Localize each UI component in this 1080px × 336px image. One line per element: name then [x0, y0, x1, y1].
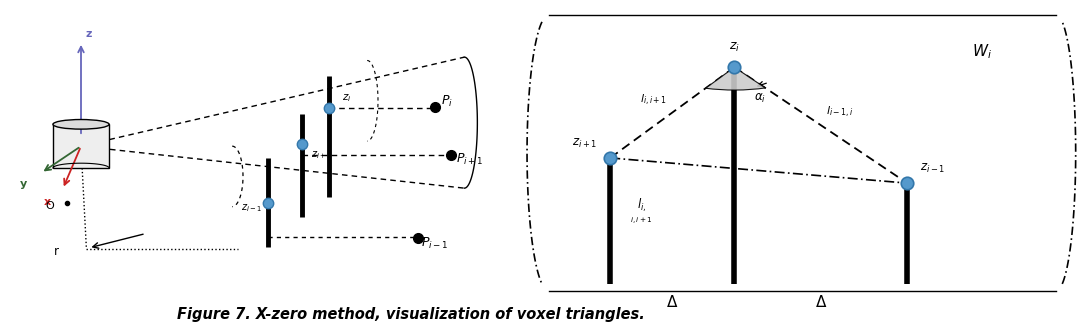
Text: $z_i$: $z_i$: [342, 92, 352, 104]
Text: y: y: [21, 179, 27, 189]
Ellipse shape: [53, 120, 109, 129]
Text: $P_{i+1}$: $P_{i+1}$: [456, 152, 483, 167]
Text: $z_{i-1}$: $z_{i-1}$: [920, 162, 945, 175]
Text: z: z: [85, 29, 92, 39]
Text: $\Delta$: $\Delta$: [814, 294, 827, 310]
Text: $z_{i+1}$: $z_{i+1}$: [311, 150, 332, 161]
Text: Figure 7. X-zero method, visualization of voxel triangles.: Figure 7. X-zero method, visualization o…: [176, 307, 645, 322]
Text: $W_i$: $W_i$: [972, 42, 993, 61]
Text: $P_{i-1}$: $P_{i-1}$: [421, 236, 448, 251]
Text: $_{i,i+1}$: $_{i,i+1}$: [630, 215, 652, 225]
Text: $l_{i,}$: $l_{i,}$: [637, 196, 647, 214]
Text: $l_{i-1,i}$: $l_{i-1,i}$: [826, 105, 854, 120]
Wedge shape: [705, 67, 766, 90]
Text: $l_{i,i+1}$: $l_{i,i+1}$: [639, 92, 667, 108]
Text: $z_i$: $z_i$: [729, 41, 740, 54]
Text: O: O: [45, 201, 54, 211]
Text: $z_{i-1}$: $z_{i-1}$: [242, 202, 262, 214]
Text: $\Delta$: $\Delta$: [666, 294, 678, 310]
Text: x: x: [44, 197, 51, 207]
Text: $z_{i+1}$: $z_{i+1}$: [572, 136, 597, 150]
Text: $\alpha_i$: $\alpha_i$: [754, 92, 766, 104]
Text: r: r: [54, 245, 58, 258]
FancyBboxPatch shape: [53, 124, 109, 168]
Text: $P_i$: $P_i$: [441, 94, 453, 109]
